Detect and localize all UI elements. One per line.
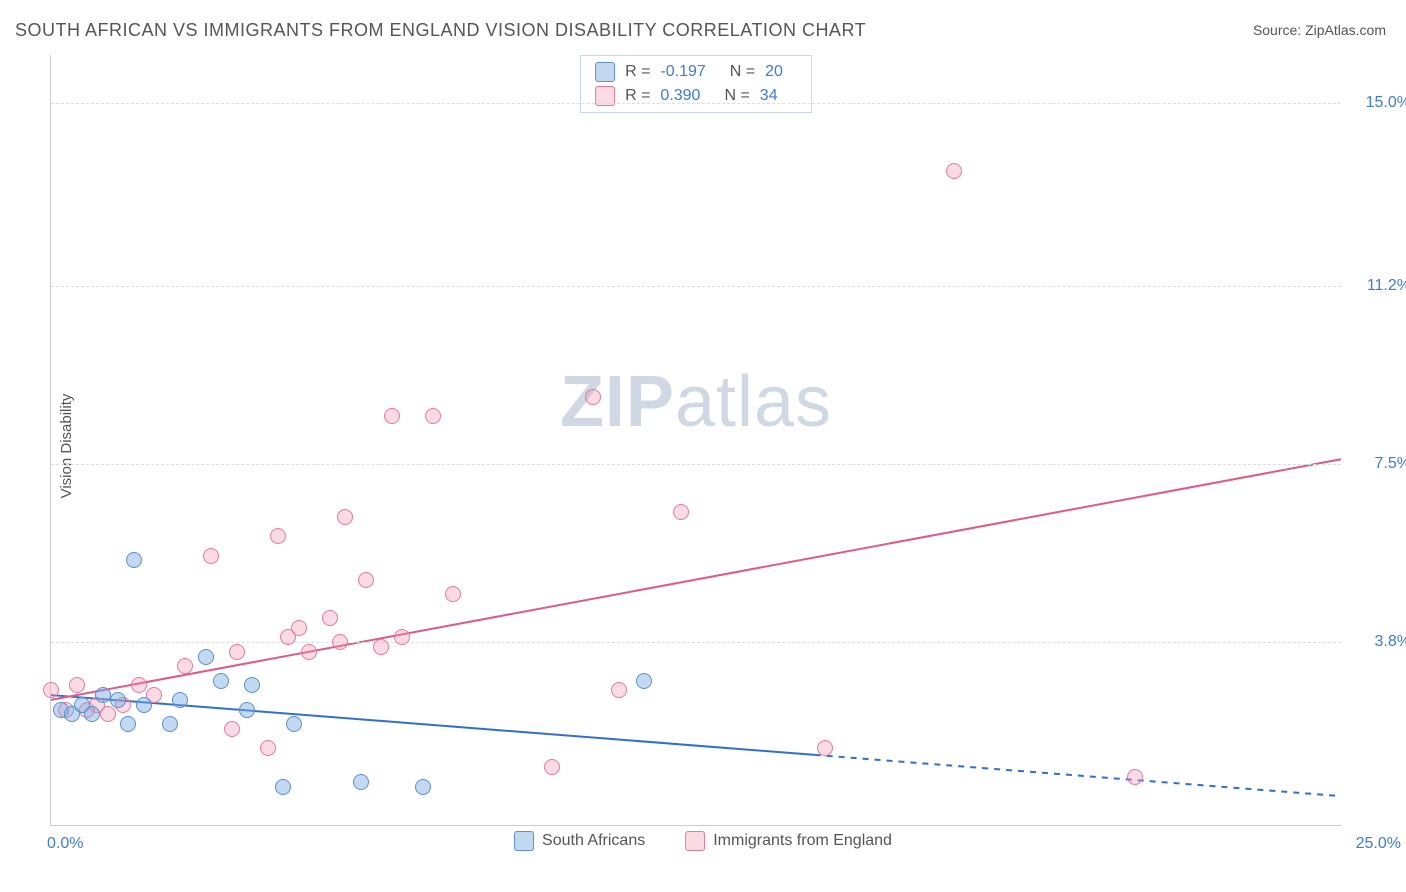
gridline — [51, 464, 1341, 465]
y-tick-label: 15.0% — [1351, 94, 1406, 112]
legend-item-a: South Africans — [514, 831, 645, 851]
stats-row-a: R = -0.197 N = 20 — [581, 60, 811, 84]
scatter-point-b — [229, 644, 245, 660]
scatter-point-b — [270, 528, 286, 544]
trendline-a-dashed — [815, 755, 1341, 796]
watermark-rest: atlas — [675, 362, 832, 442]
legend-label-a: South Africans — [542, 832, 645, 850]
scatter-point-a — [213, 673, 229, 689]
scatter-point-a — [84, 706, 100, 722]
swatch-series-b — [685, 831, 705, 851]
scatter-point-b — [425, 408, 441, 424]
legend-item-b: Immigrants from England — [685, 831, 892, 851]
chart-title: SOUTH AFRICAN VS IMMIGRANTS FROM ENGLAND… — [15, 20, 866, 41]
scatter-point-b — [394, 629, 410, 645]
scatter-point-b — [224, 721, 240, 737]
stats-row-b: R = 0.390 N = 34 — [581, 84, 811, 108]
trendline-b-solid — [51, 459, 1341, 700]
y-tick-label: 7.5% — [1351, 455, 1406, 473]
scatter-point-a — [126, 552, 142, 568]
source-prefix: Source: — [1253, 22, 1305, 38]
scatter-point-b — [1127, 769, 1143, 785]
scatter-point-b — [817, 740, 833, 756]
scatter-point-b — [673, 504, 689, 520]
source-attribution: Source: ZipAtlas.com — [1253, 22, 1386, 38]
scatter-point-b — [177, 658, 193, 674]
scatter-point-a — [162, 716, 178, 732]
scatter-point-a — [239, 702, 255, 718]
scatter-point-a — [136, 697, 152, 713]
scatter-point-b — [585, 389, 601, 405]
x-tick-label: 25.0% — [1356, 835, 1401, 853]
scatter-point-b — [69, 677, 85, 693]
scatter-point-b — [332, 634, 348, 650]
gridline — [51, 103, 1341, 104]
scatter-point-b — [611, 682, 627, 698]
watermark: ZIPatlas — [560, 361, 832, 443]
scatter-point-b — [301, 644, 317, 660]
stats-r-a: -0.197 — [660, 63, 705, 81]
watermark-bold: ZIP — [560, 362, 675, 442]
scatter-point-b — [373, 639, 389, 655]
scatter-point-a — [353, 774, 369, 790]
scatter-point-a — [95, 687, 111, 703]
scatter-point-b — [358, 572, 374, 588]
scatter-point-a — [198, 649, 214, 665]
scatter-point-a — [636, 673, 652, 689]
scatter-point-b — [260, 740, 276, 756]
plot-area: ZIPatlas R = -0.197 N = 20 R = 0.390 N =… — [50, 55, 1341, 826]
scatter-point-b — [291, 620, 307, 636]
y-tick-label: 3.8% — [1351, 633, 1406, 651]
scatter-point-a — [172, 692, 188, 708]
scatter-point-a — [244, 677, 260, 693]
gridline — [51, 642, 1341, 643]
scatter-point-b — [322, 610, 338, 626]
swatch-series-a — [595, 62, 615, 82]
stats-n-label: N = — [730, 63, 755, 81]
stats-n-a: 20 — [765, 63, 783, 81]
scatter-point-a — [275, 779, 291, 795]
scatter-point-a — [110, 692, 126, 708]
source-link[interactable]: ZipAtlas.com — [1305, 22, 1386, 38]
swatch-series-a — [514, 831, 534, 851]
scatter-point-b — [43, 682, 59, 698]
stats-r-label: R = — [625, 63, 650, 81]
scatter-point-b — [445, 586, 461, 602]
gridline — [51, 286, 1341, 287]
series-legend: South Africans Immigrants from England — [514, 831, 892, 851]
scatter-point-b — [946, 163, 962, 179]
scatter-point-b — [131, 677, 147, 693]
stats-legend: R = -0.197 N = 20 R = 0.390 N = 34 — [580, 55, 812, 113]
x-tick-label: 0.0% — [47, 835, 83, 853]
y-tick-label: 11.2% — [1351, 277, 1406, 295]
scatter-point-b — [337, 509, 353, 525]
scatter-point-a — [286, 716, 302, 732]
scatter-point-a — [120, 716, 136, 732]
scatter-point-a — [415, 779, 431, 795]
scatter-point-b — [203, 548, 219, 564]
scatter-point-b — [384, 408, 400, 424]
legend-label-b: Immigrants from England — [713, 832, 892, 850]
scatter-point-b — [100, 706, 116, 722]
scatter-point-b — [544, 759, 560, 775]
